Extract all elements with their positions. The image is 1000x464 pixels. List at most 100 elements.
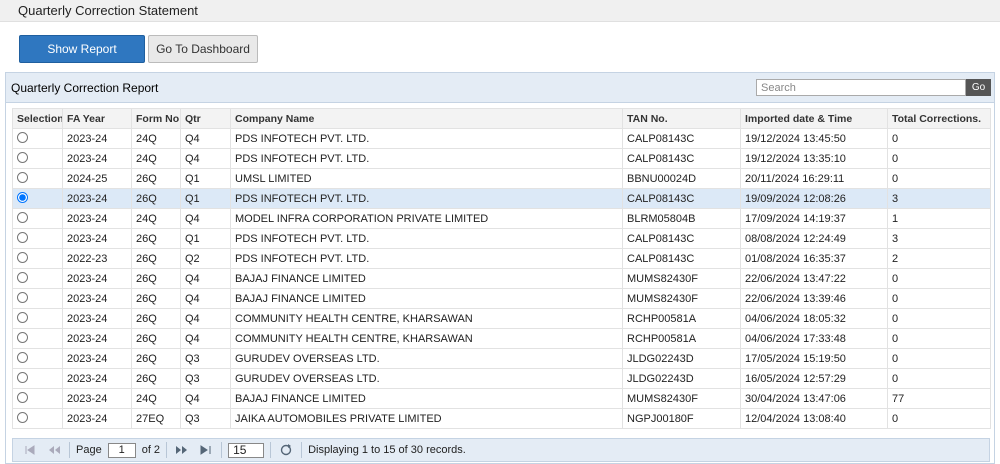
search-input[interactable]: Search [756, 79, 966, 96]
pager: Page 1 of 2 15 Displaying 1 to 15 of 30 … [12, 438, 990, 462]
first-page[interactable] [21, 442, 39, 458]
company-name-cell: UMSL LIMITED [230, 168, 623, 189]
form-no-cell: 26Q [131, 248, 181, 269]
page-header: Quarterly Correction Statement [0, 0, 1000, 22]
table-row: 2023-24 26Q Q4 COMMUNITY HEALTH CENTRE, KHA… [12, 328, 991, 349]
row-radio[interactable] [17, 351, 28, 363]
search-button[interactable]: Go [966, 79, 991, 96]
row-radio[interactable] [17, 231, 28, 243]
page-label: Page [76, 444, 102, 456]
tan-no-cell: JLDG02243D [622, 368, 741, 389]
form-no-cell: 26Q [131, 188, 181, 209]
column-header: Imported date & Time [740, 108, 888, 129]
table-row: 2022-23 26Q Q2 PDS INFOTECH PVT. LTD. CALP08… [12, 248, 991, 269]
selection-cell [12, 328, 63, 349]
table-row: 2023-24 26Q Q1 PDS INFOTECH PVT. LTD. CALP08… [12, 188, 991, 209]
selection-cell [12, 168, 63, 189]
row-radio[interactable] [17, 331, 28, 343]
form-no-cell: 24Q [131, 128, 181, 149]
selection-cell [12, 148, 63, 169]
row-radio[interactable] [17, 251, 28, 263]
row-radio[interactable] [17, 131, 28, 143]
row-radio[interactable] [17, 311, 28, 323]
total-corrections-cell: 0 [887, 268, 991, 289]
total-corrections-cell: 0 [887, 148, 991, 169]
row-radio[interactable] [17, 191, 28, 203]
imported-date-cell: 04/06/2024 17:33:48 [740, 328, 888, 349]
total-corrections-cell: 0 [887, 328, 991, 349]
next-page[interactable] [173, 442, 191, 458]
page-size-select[interactable]: 15 [228, 442, 265, 458]
separator [166, 442, 168, 458]
separator [221, 442, 223, 458]
form-no-cell: 26Q [131, 368, 181, 389]
imported-date-cell: 30/04/2024 13:47:06 [740, 388, 888, 409]
page-count: of 2 [141, 444, 161, 456]
table-row: 2023-24 26Q Q3 GURUDEV OVERSEAS LTD. JLDG022… [12, 348, 991, 369]
company-name-cell: GURUDEV OVERSEAS LTD. [230, 348, 623, 369]
fa-year-cell: 2023-24 [62, 388, 132, 409]
selection-cell [12, 288, 63, 309]
row-radio[interactable] [17, 211, 28, 223]
company-name-cell: PDS INFOTECH PVT. LTD. [230, 128, 623, 149]
tan-no-cell: BBNU00024D [622, 168, 741, 189]
total-corrections-cell: 0 [887, 368, 991, 389]
column-header: Form No [131, 108, 181, 129]
quarter-cell: Q4 [180, 128, 231, 149]
total-corrections-cell: 3 [887, 188, 991, 209]
company-name-cell: BAJAJ FINANCE LIMITED [230, 288, 623, 309]
table-row: 2023-24 26Q Q4 BAJAJ FINANCE LIMITED MUMS824… [12, 268, 991, 289]
imported-date-cell: 22/06/2024 13:39:46 [740, 288, 888, 309]
table-row: 2023-24 26Q Q4 BAJAJ FINANCE LIMITED MUMS824… [12, 288, 991, 309]
tan-no-cell: MUMS82430F [622, 268, 741, 289]
table-row: 2023-24 24Q Q4 MODEL INFRA CORPORATION PRIV… [12, 208, 991, 229]
table-row: 2023-24 26Q Q4 COMMUNITY HEALTH CENTRE, KHA… [12, 308, 991, 329]
last-page[interactable] [197, 442, 215, 458]
quarter-cell: Q1 [180, 188, 231, 209]
imported-date-cell: 08/08/2024 12:24:49 [740, 228, 888, 249]
separator [69, 442, 70, 458]
quarter-cell: Q1 [180, 228, 231, 249]
form-no-cell: 26Q [131, 328, 181, 349]
quarter-cell: Q3 [180, 408, 231, 429]
imported-date-cell: 16/05/2024 12:57:29 [740, 368, 888, 389]
table-row: 2024-25 26Q Q1 UMSL LIMITED BBNU00024D 20/11/… [12, 168, 991, 189]
table-body: 2023-24 24Q Q4 PDS INFOTECH PVT. LTD. CALP08… [12, 128, 991, 429]
tan-no-cell: RCHP00581A [622, 328, 741, 349]
dashboard-button[interactable]: Go To Dashboard [148, 35, 258, 63]
prev-page[interactable] [45, 442, 63, 458]
table-row: 2023-24 26Q Q1 PDS INFOTECH PVT. LTD. CALP08… [12, 228, 991, 249]
form-no-cell: 26Q [131, 288, 181, 309]
total-corrections-cell: 0 [887, 408, 991, 429]
fa-year-cell: 2023-24 [62, 128, 132, 149]
show-report-button[interactable]: Show Report [19, 35, 145, 63]
row-radio[interactable] [17, 151, 28, 163]
refresh-button[interactable] [277, 442, 295, 458]
imported-date-cell: 17/05/2024 15:19:50 [740, 348, 888, 369]
imported-date-cell: 22/06/2024 13:47:22 [740, 268, 888, 289]
tan-no-cell: RCHP00581A [622, 308, 741, 329]
fa-year-cell: 2023-24 [62, 188, 132, 209]
row-radio[interactable] [17, 171, 28, 183]
row-radio[interactable] [17, 291, 28, 303]
tan-no-cell: MUMS82430F [622, 388, 741, 409]
row-radio[interactable] [17, 411, 28, 423]
imported-date-cell: 20/11/2024 16:29:11 [740, 168, 888, 189]
row-radio[interactable] [17, 391, 28, 403]
company-name-cell: PDS INFOTECH PVT. LTD. [230, 188, 623, 209]
company-name-cell: COMMUNITY HEALTH CENTRE, KHARSAWAN [230, 308, 623, 329]
tan-no-cell: MUMS82430F [622, 288, 741, 309]
fa-year-cell: 2023-24 [62, 328, 132, 349]
imported-date-cell: 04/06/2024 18:05:32 [740, 308, 888, 329]
row-radio[interactable] [17, 271, 28, 283]
tan-no-cell: CALP08143C [622, 248, 741, 269]
table-row: 2023-24 24Q Q4 PDS INFOTECH PVT. LTD. CALP08… [12, 148, 991, 169]
total-corrections-cell: 2 [887, 248, 991, 269]
total-corrections-cell: 0 [887, 168, 991, 189]
company-name-cell: JAIKA AUTOMOBILES PRIVATE LIMITED [230, 408, 623, 429]
total-corrections-cell: 0 [887, 128, 991, 149]
page-input[interactable]: 1 [107, 442, 136, 458]
total-corrections-cell: 1 [887, 208, 991, 229]
row-radio[interactable] [17, 371, 28, 383]
